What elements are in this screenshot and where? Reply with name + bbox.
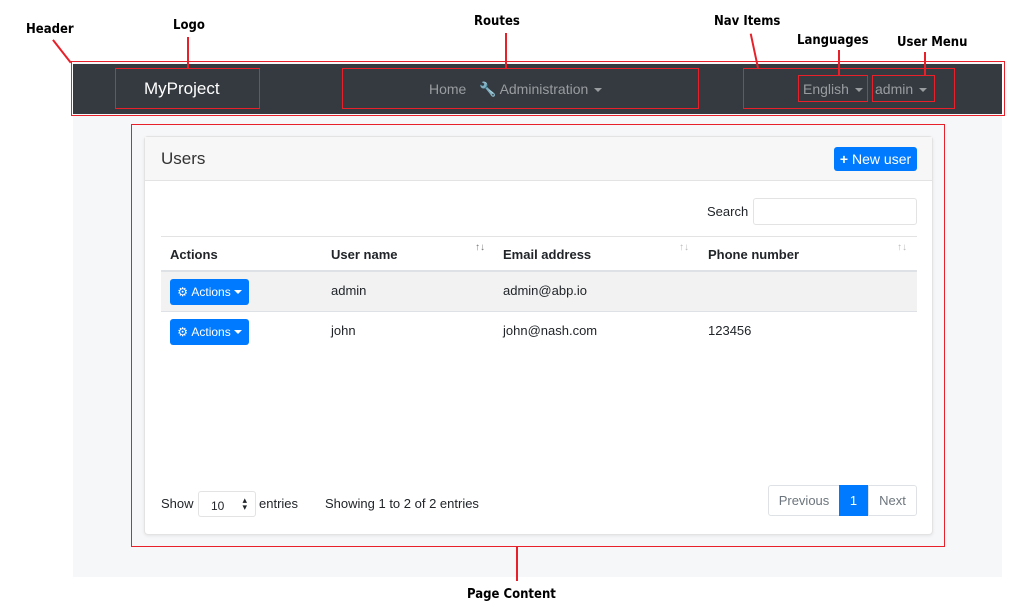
row-actions-button[interactable]: ⚙ Actions bbox=[170, 279, 249, 305]
sort-icon[interactable]: ↑↓ bbox=[897, 242, 907, 253]
chevron-down-icon bbox=[233, 330, 242, 334]
table-info: Showing 1 to 2 of 2 entries bbox=[325, 496, 479, 511]
page-size-select[interactable]: 10 ▴ ▾ bbox=[198, 491, 256, 517]
show-label: Show bbox=[161, 496, 194, 511]
annotation-line bbox=[924, 52, 926, 75]
divider bbox=[161, 236, 917, 237]
pagination-next[interactable]: Next bbox=[868, 485, 917, 516]
search-label: Search bbox=[707, 204, 749, 219]
column-header-phone[interactable]: Phone number bbox=[708, 247, 800, 262]
annotation-line bbox=[52, 39, 72, 64]
nav-home[interactable]: Home bbox=[429, 81, 467, 97]
annotation-label-routes: Routes bbox=[474, 14, 520, 29]
annotation-box-routes bbox=[342, 68, 699, 109]
user-menu-dropdown[interactable]: admin bbox=[875, 81, 928, 97]
cell-email: admin@abp.io bbox=[503, 283, 588, 298]
annotation-label-logo: Logo bbox=[173, 18, 205, 33]
cell-username: john bbox=[331, 323, 356, 338]
cell-username: admin bbox=[331, 283, 367, 298]
updown-icon: ▴ ▾ bbox=[242, 495, 247, 512]
annotation-line bbox=[187, 37, 189, 68]
column-header-actions: Actions bbox=[170, 247, 218, 262]
gear-icon: ⚙ bbox=[177, 285, 189, 299]
brand-logo[interactable]: MyProject bbox=[144, 79, 220, 98]
card-header bbox=[145, 137, 932, 181]
sort-icon[interactable]: ↑↓ bbox=[679, 242, 689, 253]
plus-icon: + bbox=[839, 151, 849, 167]
annotation-line bbox=[516, 547, 518, 581]
annotation-label-user-menu: User Menu bbox=[897, 35, 968, 50]
pagination-page-1[interactable]: 1 bbox=[839, 485, 868, 516]
row-actions-button[interactable]: ⚙ Actions bbox=[170, 319, 249, 345]
annotation-box-page-content bbox=[131, 124, 945, 547]
annotation-box-user-menu bbox=[872, 75, 935, 102]
cell-email: john@nash.com bbox=[503, 323, 598, 338]
divider bbox=[161, 270, 917, 272]
gear-icon: ⚙ bbox=[177, 325, 189, 339]
column-header-email[interactable]: Email address bbox=[503, 247, 592, 262]
annotation-box-header bbox=[71, 61, 1005, 116]
annotation-box-logo bbox=[115, 68, 260, 109]
annotation-line bbox=[838, 50, 840, 75]
wrench-icon: 🔧 bbox=[479, 81, 497, 97]
chevron-down-icon bbox=[919, 88, 928, 93]
page-title: Users bbox=[161, 149, 206, 168]
users-card: Users + New user Search Actions User name… bbox=[144, 136, 933, 535]
chevron-down-icon bbox=[594, 88, 603, 93]
entries-label: entries bbox=[259, 496, 299, 511]
navbar bbox=[73, 64, 1002, 114]
table-row bbox=[161, 272, 917, 312]
annotation-label-page-content: Page Content bbox=[467, 587, 556, 602]
cell-phone: 123456 bbox=[708, 323, 752, 338]
annotation-label-nav-items: Nav Items bbox=[714, 14, 781, 29]
search-input[interactable] bbox=[753, 198, 917, 225]
sort-icon[interactable]: ↑↓ bbox=[475, 242, 485, 253]
annotation-line bbox=[505, 33, 507, 68]
nav-administration[interactable]: 🔧 Administration bbox=[479, 81, 603, 98]
annotation-label-languages: Languages bbox=[797, 33, 869, 48]
annotation-box-languages bbox=[798, 75, 868, 102]
new-user-button[interactable]: + New user bbox=[834, 147, 917, 171]
chevron-down-icon bbox=[854, 88, 863, 93]
annotation-box-nav-items bbox=[743, 68, 955, 109]
language-dropdown[interactable]: English bbox=[803, 81, 863, 97]
column-header-username[interactable]: User name bbox=[331, 247, 398, 262]
chevron-down-icon bbox=[233, 290, 242, 294]
annotation-label-header: Header bbox=[26, 22, 74, 37]
